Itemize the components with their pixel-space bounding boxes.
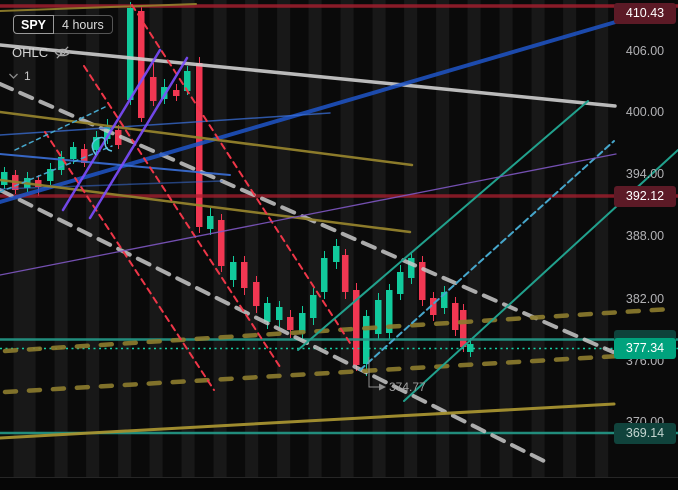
candle	[138, 6, 145, 122]
trendline[interactable]	[0, 145, 113, 193]
candle	[47, 163, 54, 185]
arrowhead-icon	[379, 383, 386, 391]
candlestick-plot	[0, 2, 678, 466]
candle	[207, 208, 214, 235]
candle	[150, 63, 157, 106]
candle	[161, 79, 168, 104]
candle	[452, 297, 459, 336]
candle	[218, 214, 225, 272]
candle	[342, 249, 349, 299]
trendline[interactable]	[0, 110, 414, 167]
candle	[353, 283, 360, 371]
candle	[419, 256, 426, 306]
trendline[interactable]	[0, 43, 617, 108]
candle	[430, 292, 437, 321]
symbol-toolbar: SPY 4 hours	[13, 15, 113, 34]
candle	[173, 84, 180, 101]
candle	[386, 284, 393, 339]
trendline[interactable]	[0, 153, 231, 176]
candle	[253, 276, 260, 313]
candle	[441, 286, 448, 314]
time-axis[interactable]	[0, 477, 678, 490]
indicator-value: 1	[24, 69, 31, 83]
candle	[321, 251, 328, 299]
trendline[interactable]	[0, 188, 552, 466]
trendline[interactable]	[2, 350, 673, 395]
candle	[81, 144, 88, 167]
trendline[interactable]	[0, 3, 197, 12]
chevron-down-icon[interactable]	[8, 72, 19, 80]
visibility-off-icon[interactable]	[54, 45, 71, 60]
low-price-note[interactable]: 374.77	[389, 380, 426, 394]
candle	[333, 239, 340, 269]
candle	[241, 256, 248, 295]
trendline[interactable]	[44, 131, 215, 391]
legend-ohlc-label: OHLC	[12, 45, 49, 60]
trendline[interactable]	[83, 65, 283, 371]
trendline[interactable]	[0, 19, 621, 204]
indicator-row: 1	[8, 69, 31, 83]
trendline[interactable]	[88, 56, 189, 220]
candle	[310, 288, 317, 325]
trendline[interactable]	[0, 153, 617, 276]
price-axis[interactable]	[613, 0, 678, 477]
candle	[230, 256, 237, 287]
trendline[interactable]	[297, 100, 589, 351]
trendline[interactable]	[2, 306, 673, 354]
candle	[397, 265, 404, 300]
candle	[299, 306, 306, 341]
symbol-badge[interactable]: SPY	[13, 15, 55, 34]
candle	[127, 2, 134, 105]
candle	[93, 131, 100, 154]
timeframe-badge[interactable]: 4 hours	[54, 15, 113, 34]
chart-canvas[interactable]	[0, 0, 613, 477]
candle	[375, 293, 382, 340]
callout-arrow-line[interactable]	[368, 357, 382, 388]
candle	[115, 125, 122, 149]
candle	[58, 151, 65, 175]
trendline[interactable]	[61, 48, 162, 212]
trendline[interactable]	[0, 402, 616, 440]
trendline[interactable]	[0, 178, 412, 234]
candle	[276, 301, 283, 327]
legend-row: OHLC	[12, 45, 71, 60]
trendline[interactable]	[14, 106, 106, 151]
trendline[interactable]	[0, 112, 331, 136]
brush-drawing[interactable]	[91, 136, 113, 156]
trendline[interactable]	[359, 140, 615, 371]
candle	[408, 252, 415, 284]
candle	[460, 304, 467, 352]
trendline[interactable]	[131, 4, 351, 344]
candle	[1, 167, 8, 189]
